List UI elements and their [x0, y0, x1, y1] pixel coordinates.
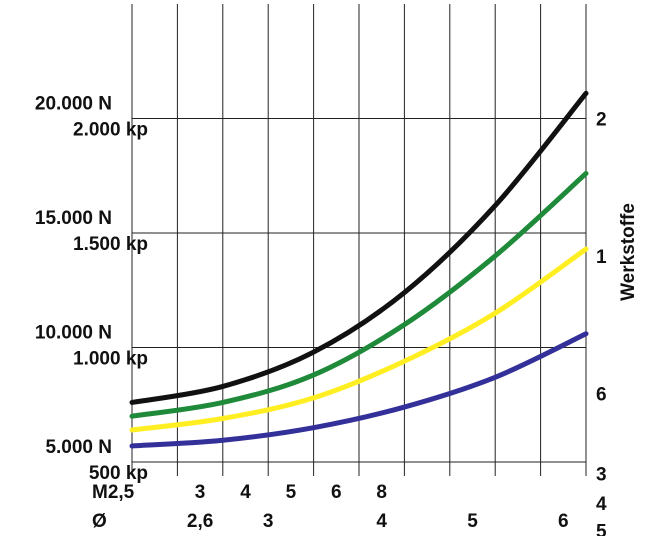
y-label-newton: 10.000 N: [35, 323, 112, 344]
x-tick-label: 3: [263, 511, 274, 532]
right-axis-title: Werkstoffe: [618, 203, 639, 301]
series-layer: [129, 90, 589, 449]
y-label-kilopond: 2.000 kp: [73, 120, 148, 141]
x-tick-label: 8: [376, 482, 387, 503]
series-line-2: [129, 170, 589, 419]
y-label-kilopond: 1.500 kp: [73, 234, 148, 255]
grid: [131, 4, 587, 476]
right-axis-label: 1: [596, 247, 607, 268]
series-line-1: [129, 90, 589, 405]
y-label-kilopond: 500 kp: [89, 463, 148, 484]
right-axis-labels: 2 1 6 3 4 5: [596, 110, 607, 536]
x-tick-label: 5: [286, 482, 297, 503]
x-row-label: Ø: [92, 511, 107, 532]
right-axis-label: 6: [596, 384, 607, 405]
x-tick-label: 5: [467, 511, 478, 532]
series-line-4: [129, 331, 589, 449]
right-axis-label: 5: [596, 522, 607, 536]
x-tick-label: 6: [331, 482, 342, 503]
y-label-kilopond: 1.000 kp: [73, 349, 148, 370]
y-label-newton: 15.000 N: [35, 208, 112, 229]
x-tick-label: 4: [240, 482, 251, 503]
right-axis-label: 3: [596, 464, 607, 485]
x-tick-label: 6: [558, 511, 569, 532]
right-axis-label: 2: [596, 110, 607, 131]
x-tick-label: 2,6: [187, 511, 213, 532]
y-label-newton: 5.000 N: [45, 437, 112, 458]
y-label-newton: 20.000 N: [35, 94, 112, 115]
y-axis-left-labels: 20.000 N 2.000 kp 15.000 N 1.500 kp 10.000 N…: [35, 94, 148, 485]
x-axis-labels: M2,5 3 4 5 6 8Ø 2,6 3 4 5 6: [92, 482, 569, 532]
series-line-3: [129, 246, 589, 433]
right-axis-label: 4: [596, 494, 607, 515]
x-row-label: M2,5: [92, 482, 135, 503]
x-tick-label: 4: [376, 511, 387, 532]
x-tick-label: 3: [195, 482, 206, 503]
